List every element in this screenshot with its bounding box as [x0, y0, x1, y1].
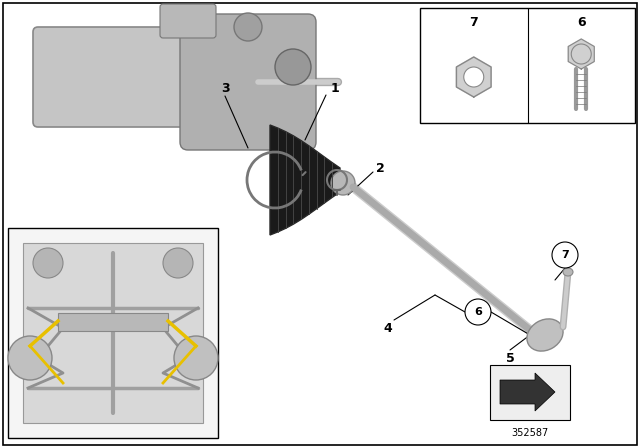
Circle shape	[552, 242, 578, 268]
Text: 352587: 352587	[511, 428, 548, 438]
Ellipse shape	[527, 319, 563, 351]
Polygon shape	[270, 125, 340, 235]
Circle shape	[174, 336, 218, 380]
Text: 7: 7	[561, 250, 569, 260]
Text: 6: 6	[577, 16, 586, 29]
Bar	[8, 228, 218, 438]
Ellipse shape	[563, 268, 573, 276]
Text: 1: 1	[331, 82, 339, 95]
Bar	[58, 313, 168, 331]
Text: 4: 4	[383, 322, 392, 335]
Circle shape	[465, 299, 491, 325]
Bar	[420, 8, 635, 123]
Bar	[490, 365, 570, 420]
Text: 6: 6	[474, 307, 482, 317]
Text: 5: 5	[506, 352, 515, 365]
Text: 7: 7	[469, 16, 478, 29]
Circle shape	[331, 171, 355, 195]
FancyBboxPatch shape	[33, 27, 273, 127]
Bar	[23, 243, 203, 423]
Circle shape	[33, 248, 63, 278]
Circle shape	[275, 49, 311, 85]
Polygon shape	[500, 373, 555, 411]
Text: 3: 3	[221, 82, 229, 95]
FancyBboxPatch shape	[160, 4, 216, 38]
Polygon shape	[456, 57, 491, 97]
FancyBboxPatch shape	[180, 14, 316, 150]
Circle shape	[8, 336, 52, 380]
Polygon shape	[568, 39, 595, 69]
Text: 2: 2	[376, 161, 385, 175]
Circle shape	[234, 13, 262, 41]
Circle shape	[464, 67, 484, 87]
Circle shape	[163, 248, 193, 278]
